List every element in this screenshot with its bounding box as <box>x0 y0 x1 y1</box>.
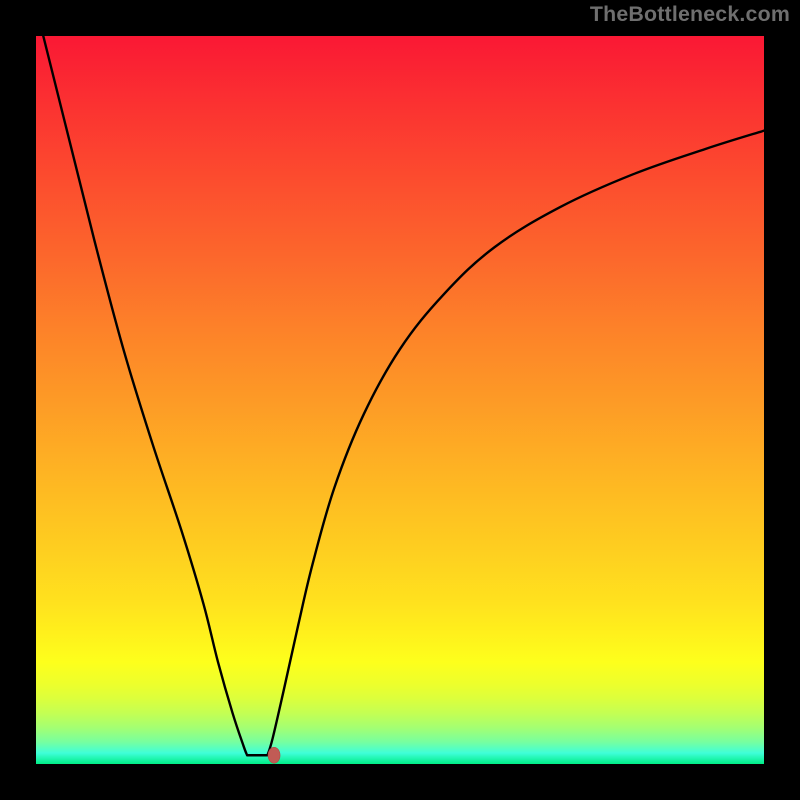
figure-frame: TheBottleneck.com <box>0 0 800 800</box>
plot-area <box>36 36 764 764</box>
chart-svg <box>0 0 800 800</box>
watermark-text: TheBottleneck.com <box>590 2 790 27</box>
optimum-marker <box>268 747 280 763</box>
